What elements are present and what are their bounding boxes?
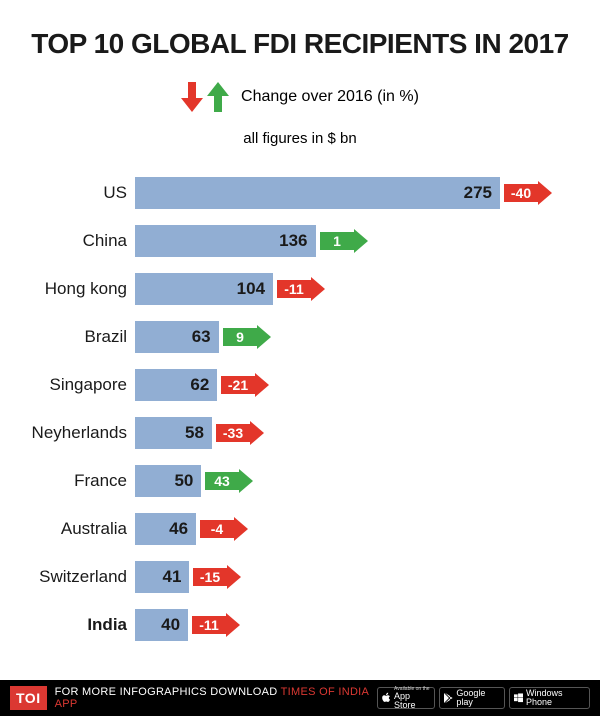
bar-area: 63 9 <box>135 321 570 353</box>
bar-area: 104 -11 <box>135 273 570 305</box>
svg-text:-33: -33 <box>223 425 243 441</box>
bar: 41 <box>135 561 189 593</box>
change-indicator: -33 <box>216 421 264 445</box>
arrow-up-icon <box>207 82 229 112</box>
arrow-down-icon: -21 <box>221 373 269 397</box>
country-label: Singapore <box>10 375 135 395</box>
svg-text:-21: -21 <box>228 377 248 393</box>
page-title: TOP 10 GLOBAL FDI RECIPIENTS IN 2017 <box>0 0 600 60</box>
chart-row: Australia46 -4 <box>10 505 570 553</box>
bar-area: 58 -33 <box>135 417 570 449</box>
country-label: India <box>10 615 135 635</box>
arrow-up-icon: 9 <box>223 325 271 349</box>
bar-value: 104 <box>237 279 265 299</box>
toi-logo-badge: TOI <box>10 686 47 710</box>
arrow-down-icon: -33 <box>216 421 264 445</box>
bar-area: 275 -40 <box>135 177 570 209</box>
change-indicator: 1 <box>320 229 368 253</box>
svg-text:-4: -4 <box>211 521 224 537</box>
bar: 62 <box>135 369 217 401</box>
arrow-up-icon: 43 <box>205 469 253 493</box>
chart-row: Neyherlands58 -33 <box>10 409 570 457</box>
bar: 63 <box>135 321 219 353</box>
bar-value: 63 <box>192 327 211 347</box>
change-indicator: -21 <box>221 373 269 397</box>
store-badge[interactable]: Windows Phone <box>509 687 590 709</box>
chart-row: Switzerland41 -15 <box>10 553 570 601</box>
change-indicator: -11 <box>192 613 240 637</box>
country-label: Australia <box>10 519 135 539</box>
svg-text:-15: -15 <box>200 569 220 585</box>
bar: 275 <box>135 177 500 209</box>
bar-area: 136 1 <box>135 225 570 257</box>
bar-value: 40 <box>161 615 180 635</box>
bar: 104 <box>135 273 273 305</box>
arrow-up-icon: 1 <box>320 229 368 253</box>
chart-row: US275 -40 <box>10 169 570 217</box>
arrow-down-icon: -15 <box>193 565 241 589</box>
bar: 40 <box>135 609 188 641</box>
bar-value: 62 <box>190 375 209 395</box>
bar: 136 <box>135 225 316 257</box>
chart-row: Hong kong104 -11 <box>10 265 570 313</box>
country-label: France <box>10 471 135 491</box>
change-indicator: 43 <box>205 469 253 493</box>
country-label: Brazil <box>10 327 135 347</box>
svg-text:-11: -11 <box>199 617 219 633</box>
change-indicator: -40 <box>504 181 552 205</box>
svg-text:1: 1 <box>333 233 341 249</box>
chart-row: Brazil63 9 <box>10 313 570 361</box>
footer-bar: TOI FOR MORE INFOGRAPHICS DOWNLOAD TIMES… <box>0 680 600 716</box>
bar-area: 46 -4 <box>135 513 570 545</box>
change-indicator: -4 <box>200 517 248 541</box>
chart-subtitle: all figures in $ bn <box>0 130 600 147</box>
bar-value: 136 <box>279 231 307 251</box>
bar-value: 50 <box>174 471 193 491</box>
change-indicator: 9 <box>223 325 271 349</box>
bar: 50 <box>135 465 201 497</box>
store-badge[interactable]: Google play <box>439 687 505 709</box>
bar-area: 40 -11 <box>135 609 570 641</box>
chart-row: Singapore62 -21 <box>10 361 570 409</box>
bar-area: 62 -21 <box>135 369 570 401</box>
bar-value: 275 <box>464 183 492 203</box>
chart-row: India40 -11 <box>10 601 570 649</box>
country-label: Hong kong <box>10 279 135 299</box>
country-label: Neyherlands <box>10 423 135 443</box>
legend: Change over 2016 (in %) <box>0 82 600 112</box>
arrow-down-icon: -11 <box>192 613 240 637</box>
store-badges: Available on theApp StoreGoogle playWind… <box>377 687 590 709</box>
bar-value: 46 <box>169 519 188 539</box>
arrow-down-icon <box>181 82 203 112</box>
country-label: US <box>10 183 135 203</box>
arrow-down-icon: -40 <box>504 181 552 205</box>
fdi-bar-chart: US275 -40 China136 1 Hong kong104 -11 Br… <box>0 169 600 649</box>
arrow-down-icon: -4 <box>200 517 248 541</box>
bar: 46 <box>135 513 196 545</box>
change-indicator: -15 <box>193 565 241 589</box>
chart-row: China136 1 <box>10 217 570 265</box>
country-label: Switzerland <box>10 567 135 587</box>
country-label: China <box>10 231 135 251</box>
svg-text:-11: -11 <box>284 281 304 297</box>
legend-text: Change over 2016 (in %) <box>241 88 419 106</box>
svg-text:43: 43 <box>215 473 231 489</box>
bar-area: 50 43 <box>135 465 570 497</box>
footer-text: FOR MORE INFOGRAPHICS DOWNLOAD TIMES OF … <box>55 686 369 710</box>
svg-text:9: 9 <box>236 329 244 345</box>
bar-area: 41 -15 <box>135 561 570 593</box>
chart-row: France50 43 <box>10 457 570 505</box>
bar-value: 58 <box>185 423 204 443</box>
change-indicator: -11 <box>277 277 325 301</box>
bar: 58 <box>135 417 212 449</box>
arrow-down-icon: -11 <box>277 277 325 301</box>
svg-text:-40: -40 <box>511 185 531 201</box>
bar-value: 41 <box>162 567 181 587</box>
store-badge[interactable]: Available on theApp Store <box>377 687 435 709</box>
